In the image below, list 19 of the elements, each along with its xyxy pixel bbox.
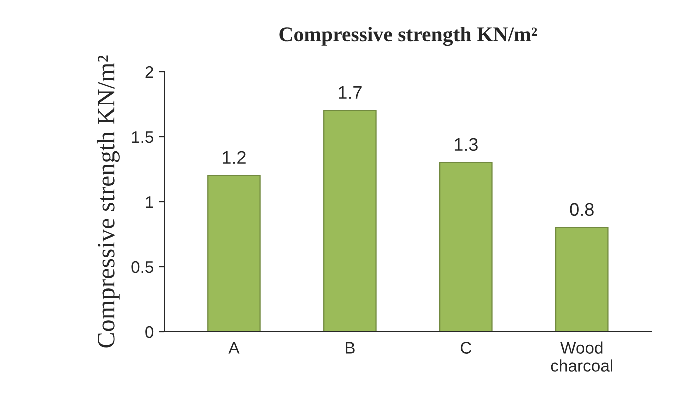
bar xyxy=(555,227,609,332)
y-tick-label: 1.5 xyxy=(132,132,154,144)
data-label: 1.7 xyxy=(339,86,362,99)
bar xyxy=(208,175,261,332)
y-tick-label: 0 xyxy=(146,326,154,338)
x-tick-label: Wood charcoal xyxy=(551,342,613,372)
x-tick-label: A xyxy=(228,342,240,354)
y-tick-label: 2 xyxy=(146,66,154,78)
bar xyxy=(324,110,377,332)
y-axis-title: Compressive strength KN/m² xyxy=(97,56,120,348)
data-label: 1.2 xyxy=(223,151,246,164)
x-tick-label: B xyxy=(346,342,355,354)
y-tick-label: 0.5 xyxy=(132,261,154,274)
chart-title: Compressive strength KN/m² xyxy=(280,26,538,46)
y-tick-label: 1 xyxy=(146,196,154,208)
bar xyxy=(440,162,493,332)
x-tick-label: C xyxy=(460,342,472,354)
data-label: 0.8 xyxy=(570,203,594,216)
data-label: 1.3 xyxy=(454,138,478,152)
